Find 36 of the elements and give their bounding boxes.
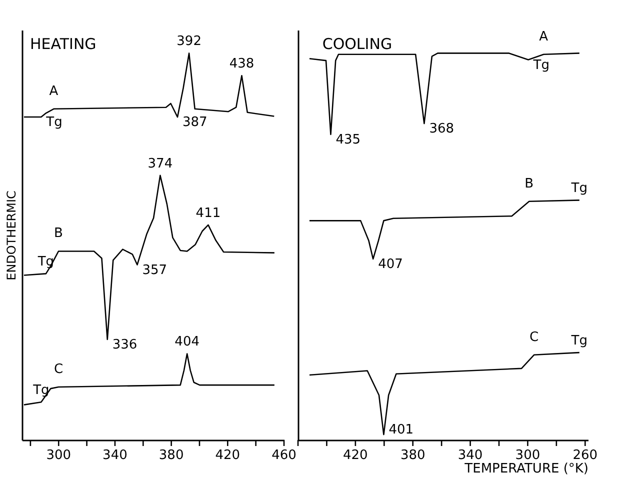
x-tick-label: 300 [46, 448, 72, 463]
annotation: Tg [45, 115, 62, 130]
annotation: 438 [229, 56, 254, 72]
chart-title: HEATING [30, 35, 96, 53]
x-tick-label: 260 [572, 448, 598, 463]
annotation: 357 [142, 262, 168, 278]
x-tick-label: 460 [272, 448, 296, 463]
series-label: A [49, 84, 58, 99]
annotation: 368 [429, 122, 454, 137]
series-label: C [54, 362, 64, 378]
x-tick-label: 300 [515, 448, 540, 463]
x-tick-label: 380 [400, 448, 426, 463]
annotation: Tg [532, 58, 550, 73]
annotation: 404 [174, 334, 200, 350]
annotation: 374 [148, 156, 173, 172]
x-tick-label: 340 [458, 448, 483, 463]
y-axis-title: ENDOTHERMIC [4, 190, 18, 280]
annotation: Tg [570, 181, 588, 196]
annotation: 411 [196, 206, 221, 221]
series-label: C [529, 330, 539, 345]
annotation: 336 [112, 337, 138, 352]
series-label: A [539, 29, 548, 44]
chart-title: COOLING [322, 35, 392, 53]
series-label: B [524, 176, 534, 192]
x-tick-label: 420 [343, 448, 368, 463]
annotation: 401 [388, 422, 414, 438]
x-tick-label: 420 [215, 448, 240, 463]
annotation: 407 [378, 256, 403, 272]
annotation: 392 [176, 34, 202, 50]
x-tick-label: 340 [102, 448, 128, 463]
annotation: 435 [336, 132, 361, 148]
x-tick-label: 380 [158, 448, 184, 463]
x-axis-title: TEMPERATURE (°K) [464, 462, 588, 476]
annotation: Tg [570, 334, 588, 349]
annotation: 387 [182, 115, 208, 130]
series-label: B [54, 226, 63, 242]
